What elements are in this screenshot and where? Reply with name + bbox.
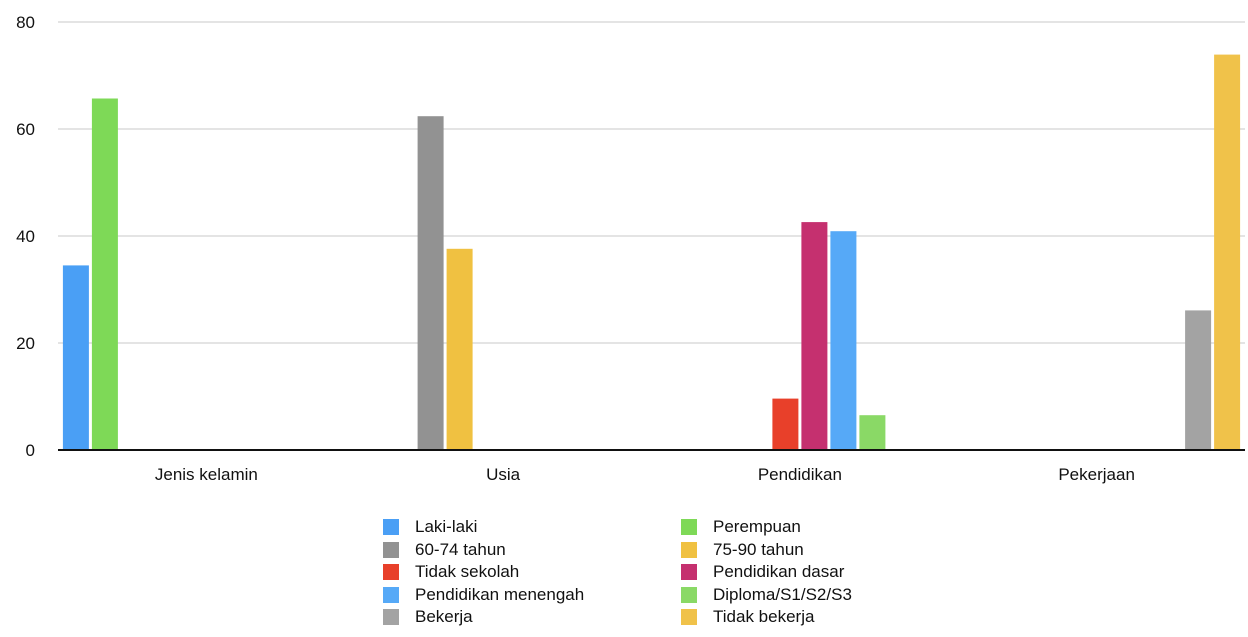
- bar-bekerja: [1185, 310, 1212, 450]
- y-tick-label: 0: [26, 441, 35, 460]
- bar-perempuan: [91, 98, 118, 450]
- legend-swatch: [383, 519, 399, 535]
- bar-tidak-bekerja: [1214, 54, 1241, 450]
- legend-item: 75-90 tahun: [681, 539, 804, 559]
- legend-item: Diploma/S1/S2/S3: [681, 584, 852, 604]
- legend-swatch: [383, 586, 399, 603]
- x-tick-label: Pekerjaan: [1058, 465, 1135, 484]
- legend-swatch: [383, 541, 399, 558]
- legend-swatch: [681, 541, 697, 558]
- legend-item: Bekerja: [383, 607, 473, 626]
- legend-label: Pendidikan menengah: [415, 584, 585, 604]
- legend-label: Bekerja: [415, 607, 473, 626]
- y-tick-label: 80: [16, 13, 35, 32]
- legend-item: Laki-laki: [383, 517, 478, 536]
- legend-label: Pendidikan dasar: [713, 562, 845, 581]
- x-tick-label: Usia: [486, 465, 521, 484]
- bar-pendidikan-menengah: [830, 231, 857, 450]
- x-tick-label: Pendidikan: [758, 465, 842, 484]
- y-tick-label: 20: [16, 334, 35, 353]
- bar-diploma-s1-s2-s3: [859, 415, 886, 450]
- legend-item: Tidak bekerja: [681, 607, 815, 626]
- y-tick-label: 40: [16, 227, 35, 246]
- y-axis-ticks: 0 20 40 60 80: [16, 13, 35, 460]
- x-axis-ticks: Jenis kelamin Usia Pendidikan Pekerjaan: [155, 465, 1135, 484]
- legend-swatch: [681, 564, 697, 580]
- legend-label: Tidak sekolah: [415, 562, 520, 581]
- legend-label: Laki-laki: [415, 517, 478, 536]
- bar-pendidikan-dasar: [801, 222, 828, 450]
- bars: [62, 54, 1241, 450]
- legend-item: Pendidikan dasar: [681, 562, 845, 581]
- x-tick-label: Jenis kelamin: [155, 465, 258, 484]
- bar-tidak-sekolah: [772, 398, 799, 450]
- legend-swatch: [383, 564, 399, 580]
- legend-item: Pendidikan menengah: [383, 584, 585, 604]
- bar-60-74-tahun: [417, 116, 444, 450]
- legend-item: 60-74 tahun: [383, 539, 506, 559]
- bar-75-90-tahun: [446, 248, 473, 450]
- legend-label: 60-74 tahun: [415, 539, 506, 559]
- legend-item: Perempuan: [681, 517, 801, 536]
- legend-label: 75-90 tahun: [713, 539, 804, 559]
- legend-swatch: [681, 519, 697, 535]
- bar-laki-laki: [62, 265, 89, 450]
- legend-item: Tidak sekolah: [383, 562, 520, 581]
- legend-label: Diploma/S1/S2/S3: [713, 584, 852, 604]
- legend-swatch: [681, 609, 697, 625]
- legend-swatch: [681, 586, 697, 603]
- gridlines: [58, 21, 1245, 344]
- y-tick-label: 60: [16, 120, 35, 139]
- legend-label: Perempuan: [713, 517, 801, 536]
- legend-label: Tidak bekerja: [713, 607, 815, 626]
- legend-swatch: [383, 609, 399, 625]
